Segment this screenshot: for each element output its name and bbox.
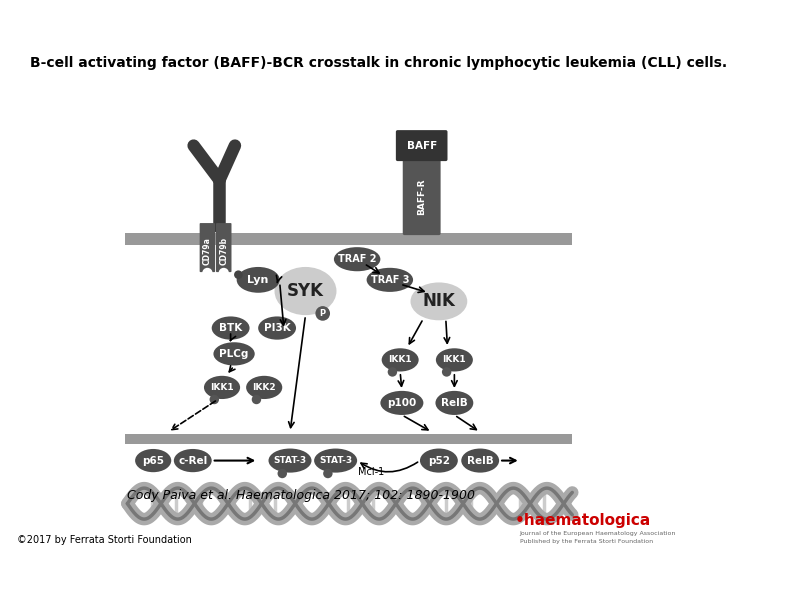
Text: ©2017 by Ferrata Storti Foundation: ©2017 by Ferrata Storti Foundation bbox=[17, 535, 192, 545]
Text: •haematologica: •haematologica bbox=[515, 513, 651, 528]
Ellipse shape bbox=[461, 449, 499, 472]
Text: p65: p65 bbox=[142, 456, 164, 465]
Ellipse shape bbox=[387, 367, 397, 377]
Ellipse shape bbox=[420, 449, 458, 472]
FancyBboxPatch shape bbox=[216, 223, 232, 272]
FancyBboxPatch shape bbox=[396, 130, 448, 161]
Ellipse shape bbox=[380, 391, 423, 415]
FancyBboxPatch shape bbox=[403, 158, 441, 235]
Ellipse shape bbox=[268, 449, 311, 472]
Text: Published by the Ferrata Storti Foundation: Published by the Ferrata Storti Foundati… bbox=[520, 539, 653, 544]
Text: RelB: RelB bbox=[441, 398, 468, 408]
Bar bbox=[125, 233, 572, 245]
Text: IKK1: IKK1 bbox=[388, 355, 412, 364]
Text: PLCg: PLCg bbox=[219, 349, 249, 359]
Ellipse shape bbox=[135, 449, 172, 472]
Bar bbox=[125, 434, 572, 444]
Ellipse shape bbox=[234, 270, 243, 279]
Ellipse shape bbox=[212, 317, 249, 340]
Ellipse shape bbox=[278, 469, 287, 478]
Text: BTK: BTK bbox=[219, 323, 242, 333]
Ellipse shape bbox=[210, 394, 219, 404]
Text: CD79b: CD79b bbox=[219, 237, 228, 265]
Text: Mcl-1: Mcl-1 bbox=[358, 466, 384, 477]
Text: NIK: NIK bbox=[422, 292, 455, 311]
Ellipse shape bbox=[214, 342, 255, 365]
Ellipse shape bbox=[315, 306, 330, 321]
Ellipse shape bbox=[435, 391, 473, 415]
Text: PI3K: PI3K bbox=[264, 323, 291, 333]
Text: TRAF 2: TRAF 2 bbox=[338, 254, 376, 264]
Text: TRAF 3: TRAF 3 bbox=[371, 275, 409, 285]
Text: c-Rel: c-Rel bbox=[178, 456, 207, 465]
Ellipse shape bbox=[314, 449, 357, 472]
Ellipse shape bbox=[323, 469, 333, 478]
Ellipse shape bbox=[218, 268, 229, 278]
Text: P: P bbox=[320, 309, 326, 318]
Ellipse shape bbox=[204, 376, 240, 399]
FancyBboxPatch shape bbox=[199, 223, 215, 272]
Text: IKK1: IKK1 bbox=[442, 355, 466, 364]
Text: p52: p52 bbox=[428, 456, 450, 465]
Text: B-cell activating factor (BAFF)-BCR crosstalk in chronic lymphocytic leukemia (C: B-cell activating factor (BAFF)-BCR cros… bbox=[30, 56, 727, 70]
Ellipse shape bbox=[246, 376, 282, 399]
Ellipse shape bbox=[442, 367, 451, 377]
Ellipse shape bbox=[436, 348, 473, 371]
Ellipse shape bbox=[174, 449, 212, 472]
Text: Lyn: Lyn bbox=[248, 275, 269, 285]
Text: BAFF-R: BAFF-R bbox=[417, 178, 426, 215]
Text: STAT-3: STAT-3 bbox=[273, 456, 306, 465]
Text: Journal of the European Haematology Association: Journal of the European Haematology Asso… bbox=[520, 531, 676, 536]
Text: IKK2: IKK2 bbox=[252, 383, 276, 392]
Ellipse shape bbox=[252, 394, 261, 404]
Text: BAFF: BAFF bbox=[407, 140, 437, 151]
Ellipse shape bbox=[334, 247, 380, 271]
Ellipse shape bbox=[275, 267, 337, 315]
Ellipse shape bbox=[382, 348, 418, 371]
Text: RelB: RelB bbox=[467, 456, 494, 465]
Text: IKK1: IKK1 bbox=[210, 383, 234, 392]
Text: Cody Paiva et al. Haematologica 2017; 102: 1890-1900: Cody Paiva et al. Haematologica 2017; 10… bbox=[127, 489, 476, 502]
Text: STAT-3: STAT-3 bbox=[319, 456, 353, 465]
Text: p100: p100 bbox=[387, 398, 417, 408]
Ellipse shape bbox=[258, 317, 296, 340]
Ellipse shape bbox=[202, 268, 213, 278]
Ellipse shape bbox=[410, 283, 468, 320]
Text: SYK: SYK bbox=[287, 282, 324, 300]
Ellipse shape bbox=[367, 268, 413, 292]
Text: CD79a: CD79a bbox=[203, 237, 212, 265]
Ellipse shape bbox=[237, 267, 279, 293]
Text: BCR: BCR bbox=[226, 193, 235, 214]
